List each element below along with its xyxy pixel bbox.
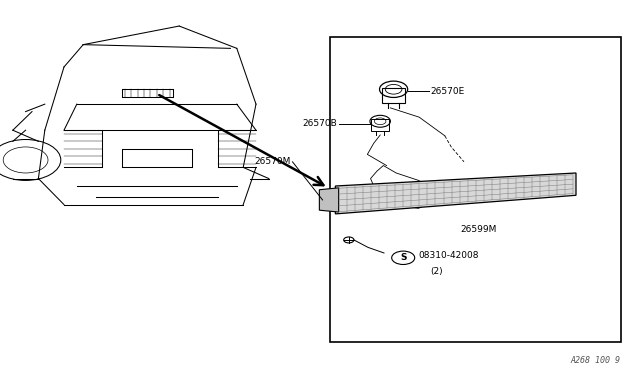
Polygon shape bbox=[335, 173, 576, 214]
Text: A268 100 9: A268 100 9 bbox=[571, 356, 621, 365]
Text: 26570M: 26570M bbox=[255, 157, 291, 166]
Text: 26570E: 26570E bbox=[431, 87, 465, 96]
Bar bbox=[371, 119, 389, 131]
Text: 26599M: 26599M bbox=[461, 225, 497, 234]
Bar bbox=[330, 37, 621, 342]
Text: (2): (2) bbox=[430, 267, 443, 276]
Text: 26570B: 26570B bbox=[302, 119, 337, 128]
Bar bbox=[382, 88, 405, 103]
Text: 08310-42008: 08310-42008 bbox=[418, 251, 479, 260]
Text: S: S bbox=[400, 253, 406, 262]
Polygon shape bbox=[319, 188, 339, 212]
